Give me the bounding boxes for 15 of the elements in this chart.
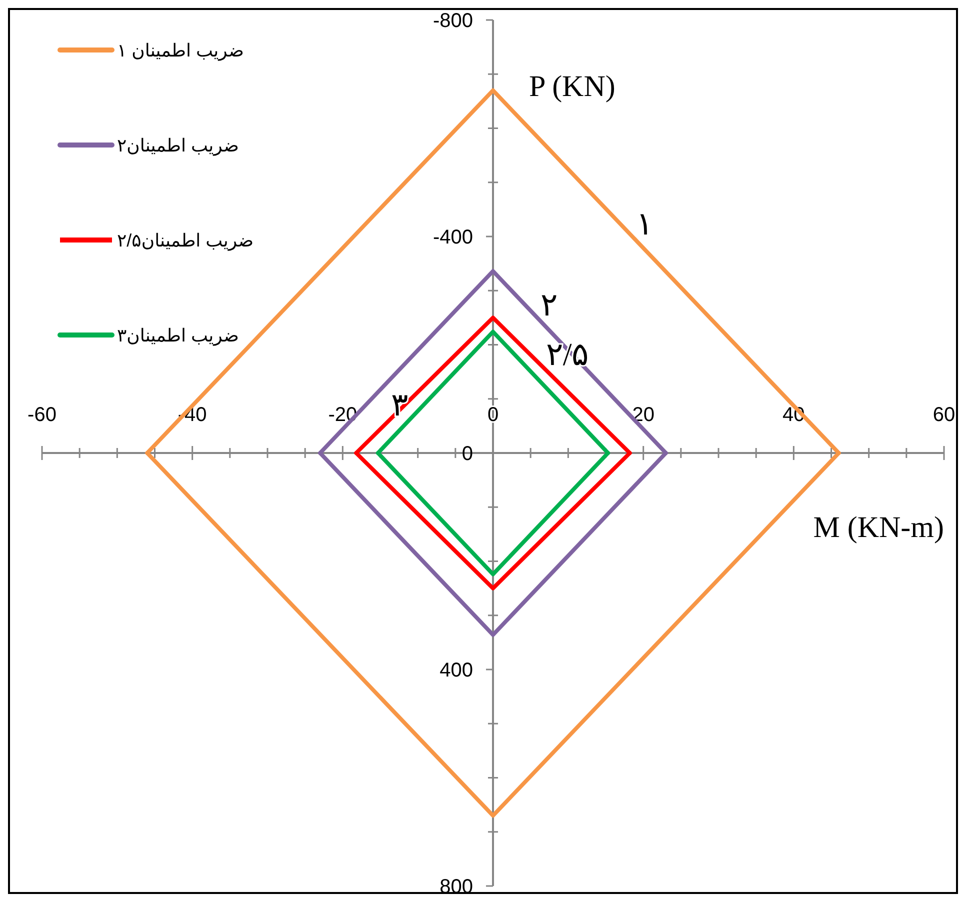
legend-label: ضریب اطمینان ۱ xyxy=(117,40,244,62)
x-tick-label: -60 xyxy=(28,404,56,426)
x-tick-label: 60 xyxy=(932,404,956,426)
annotation: ۱ xyxy=(636,206,654,242)
y-tick-label: -800 xyxy=(432,10,473,32)
y-tick-label: -400 xyxy=(432,226,473,248)
y-tick-label: 400 xyxy=(440,660,473,682)
y-tick-label: 0 xyxy=(462,443,473,465)
x-tick-label: 0 xyxy=(487,404,499,426)
y-axis-title: P (KN) xyxy=(529,70,616,103)
annotation: ۲ xyxy=(540,286,558,322)
legend-label: ضریب اطمینان۲ xyxy=(117,135,239,156)
legend-label: ضریب اطمینان۲/۵ xyxy=(117,230,254,252)
x-axis-title: M (KN-m) xyxy=(813,511,944,544)
legend-label: ضریب اطمینان۳ xyxy=(117,325,239,346)
